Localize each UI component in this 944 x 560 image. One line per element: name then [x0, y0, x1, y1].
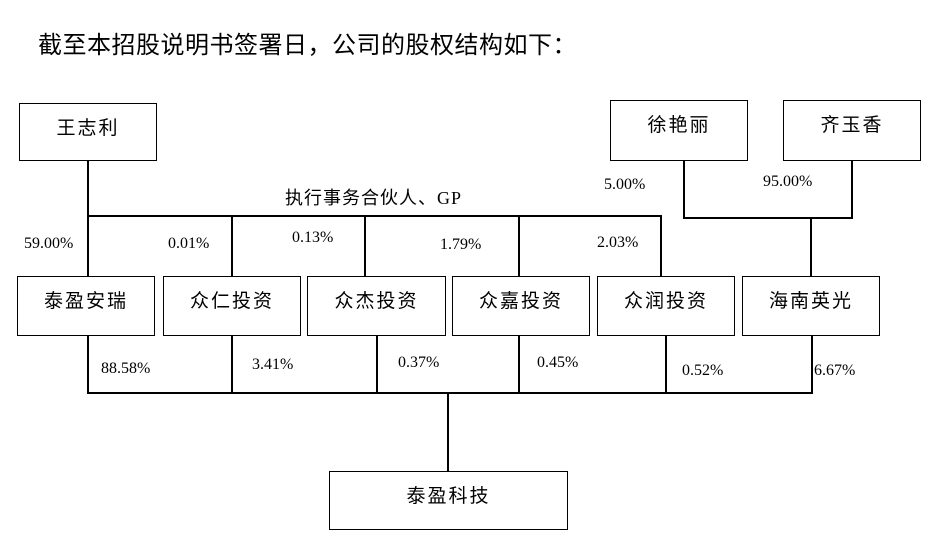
connector-xu-down-line	[683, 161, 685, 218]
pct-zhongrun-to-keji: 0.52%	[682, 362, 724, 379]
entity-box-zhongren: 众仁投资	[163, 276, 301, 336]
pct-zhongjie-to-keji: 0.37%	[398, 354, 440, 371]
connector-anrui-down-line	[87, 335, 89, 393]
connector-zhongrun-down-line	[665, 335, 667, 393]
pct-gp-to-zhongrun: 2.03%	[597, 234, 639, 251]
pct-zhongren-to-keji: 3.41%	[252, 356, 294, 373]
pct-gp-to-zhongjie: 0.13%	[292, 229, 334, 246]
entity-box-zhongrun: 众润投资	[597, 276, 735, 336]
connector-wang-down-line	[87, 161, 89, 276]
connector-xu-qi-bus-line	[683, 217, 853, 219]
pct-hainan-to-keji: 6.67%	[814, 362, 856, 379]
connector-qi-down-line	[851, 161, 853, 218]
connector-gp-to-zhongren-line	[231, 215, 233, 276]
entity-box-taiying-anrui: 泰盈安瑞	[17, 276, 155, 336]
pct-wang-to-anrui: 59.00%	[24, 235, 74, 252]
entity-box-xu-yanli: 徐艳丽	[610, 100, 748, 161]
connector-gp-bus-line	[87, 215, 662, 217]
connector-bottom-bus-line	[87, 392, 813, 394]
connector-gp-to-zhongjia-line	[518, 215, 520, 276]
connector-zhongjia-down-line	[518, 335, 520, 393]
connector-to-taiying-keji-line	[447, 392, 449, 471]
pct-anrui-to-keji: 88.58%	[101, 360, 151, 377]
pct-qi-to-hainan: 95.00%	[763, 173, 813, 190]
entity-box-qi-yuxiang: 齐玉香	[783, 100, 921, 161]
pct-gp-to-zhongren: 0.01%	[168, 235, 210, 252]
entity-box-hainan-yingguang: 海南英光	[742, 276, 880, 336]
section-caption: 截至本招股说明书签署日，公司的股权结构如下：	[38, 33, 577, 59]
connector-zhongjie-down-line	[376, 335, 378, 393]
entity-box-taiying-keji: 泰盈科技	[329, 471, 568, 530]
gp-role-label: 执行事务合伙人、GP	[285, 188, 463, 208]
connector-gp-to-zhongjie-line	[364, 215, 366, 276]
connector-to-hainan-line	[810, 217, 812, 277]
connector-hainan-down-line	[811, 335, 813, 393]
connector-zhongren-down-line	[231, 335, 233, 393]
pct-xu-to-hainan: 5.00%	[604, 176, 646, 193]
pct-gp-to-zhongjia: 1.79%	[440, 236, 482, 253]
entity-box-zhongjie: 众杰投资	[307, 276, 446, 336]
connector-gp-to-zhongrun-line	[660, 215, 662, 276]
entity-box-wang-zhili: 王志利	[19, 103, 157, 161]
pct-zhongjia-to-keji: 0.45%	[537, 354, 579, 371]
entity-box-zhongjia: 众嘉投资	[452, 276, 590, 336]
